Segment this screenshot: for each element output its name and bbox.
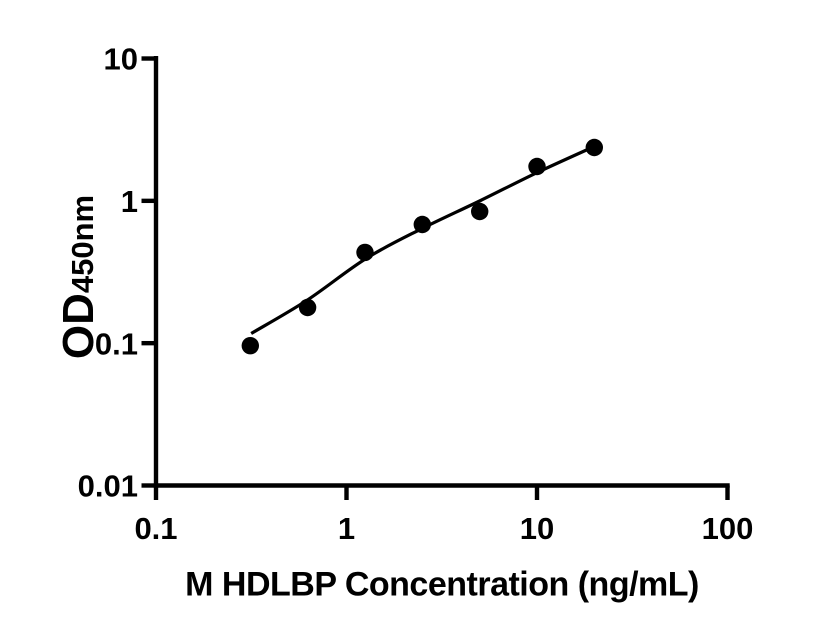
x-axis-title-text: M HDLBP Concentration (ng/mL) <box>185 565 699 604</box>
y-tick-label: 0.01 <box>78 469 138 504</box>
data-point <box>471 202 489 221</box>
data-point <box>241 337 259 355</box>
x-tick-label: 100 <box>702 511 754 546</box>
y-axis-title-text: OD <box>54 293 103 360</box>
x-tick-label: 0.1 <box>134 511 177 546</box>
y-tick-label: 1 <box>121 184 138 219</box>
data-point <box>528 157 546 176</box>
y-axis-title: OD450nm <box>54 195 104 359</box>
y-tick-label: 10 <box>104 42 138 77</box>
y-tick-label: 0.1 <box>95 326 138 361</box>
data-point <box>585 138 603 157</box>
x-tick-label: 10 <box>520 511 554 546</box>
x-tick-label: 1 <box>338 511 355 546</box>
data-point <box>413 215 431 234</box>
data-point <box>298 298 317 317</box>
x-axis-title: M HDLBP Concentration (ng/mL) <box>185 566 699 605</box>
y-axis-title-subscript: 450nm <box>65 194 100 294</box>
data-point <box>356 243 374 262</box>
